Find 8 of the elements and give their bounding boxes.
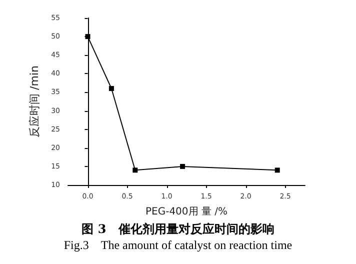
text: Fig.3 The amount of catalyst on reaction time xyxy=(64,238,292,252)
point xyxy=(274,168,280,173)
point xyxy=(132,168,138,173)
y-axis-title: 反应时间 /min xyxy=(28,66,42,138)
x-axis-title: PEG-400用 量 /% xyxy=(145,206,228,218)
point xyxy=(180,164,186,169)
text: 图 3 催化剂用量对反应时间的影响 xyxy=(82,222,274,236)
point xyxy=(108,86,114,92)
